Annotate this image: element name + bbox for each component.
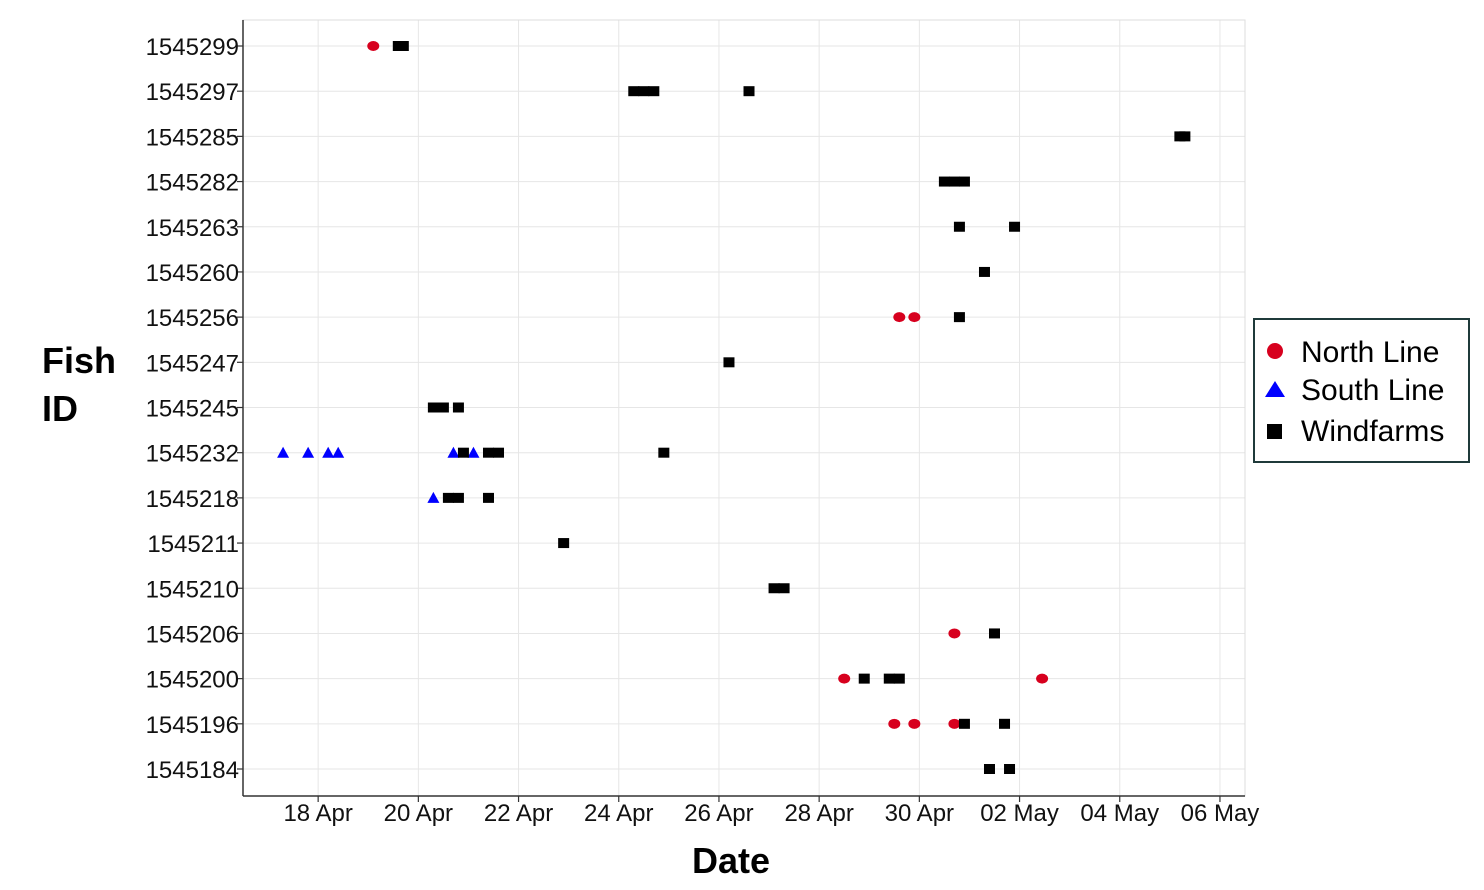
windfarms-point: [983, 764, 995, 774]
windfarms-point: [743, 86, 755, 97]
x-tick-label: 02 May: [980, 800, 1059, 827]
windfarms-point: [1009, 221, 1021, 232]
y-tick-label: 1545247: [146, 350, 239, 377]
south-line-point: [467, 446, 480, 458]
windfarms-point: [858, 673, 870, 684]
north-line-point: [1036, 673, 1049, 684]
windfarms-point: [437, 402, 449, 413]
windfarms-point: [427, 402, 439, 413]
x-tick-label: 04 May: [1080, 800, 1159, 827]
x-tick-label: 28 Apr: [784, 800, 853, 827]
windfarms-point: [978, 266, 990, 277]
south-line-point: [427, 491, 440, 503]
north-line-point: [888, 718, 901, 729]
y-tick-label: 1545206: [146, 621, 239, 648]
x-tick-label: 18 Apr: [283, 800, 352, 827]
y-tick-label: 1545196: [146, 712, 239, 739]
windfarms-point: [953, 221, 965, 232]
legend-box: [1253, 318, 1470, 463]
windfarms-point: [452, 402, 464, 413]
windfarms-point: [452, 492, 464, 503]
y-tick-label: 1545256: [146, 305, 239, 332]
axis-ticks: 18 Apr 20 Apr 22 Apr 24 Apr 26 Apr 28 Apr 30 A…: [146, 34, 1260, 827]
x-tick-label: 26 Apr: [684, 800, 753, 827]
windfarms-point: [457, 447, 469, 458]
windfarms-point: [482, 447, 494, 458]
y-tick-label: 1545297: [146, 79, 239, 106]
windfarms-point: [493, 447, 505, 458]
y-axis-title: Fish ID: [42, 340, 126, 429]
x-tick-label: 30 Apr: [885, 800, 954, 827]
south-line-point: [302, 446, 315, 458]
y-tick-label: 1545232: [146, 441, 239, 468]
windfarms-point: [658, 447, 670, 458]
y-tick-label: 1545200: [146, 667, 239, 694]
y-tick-label: 1545260: [146, 260, 239, 287]
legend-north-line-marker: [1267, 343, 1283, 359]
south-line-point: [447, 446, 460, 458]
windfarms-point: [482, 492, 494, 503]
windfarms-point: [628, 86, 640, 97]
y-tick-label: 1545218: [146, 486, 239, 513]
windfarms-point: [1179, 131, 1191, 142]
legend-windfarms-marker: [1267, 424, 1282, 439]
windfarms-point: [397, 41, 409, 51]
data-points: [277, 41, 1191, 774]
legend-south-line-marker: [1265, 381, 1285, 397]
south-line-point: [322, 446, 335, 458]
windfarms-point: [989, 628, 1000, 639]
windfarms-point: [958, 718, 970, 729]
x-tick-label: 24 Apr: [584, 800, 653, 827]
windfarms-point: [999, 718, 1011, 729]
windfarms-point: [1004, 764, 1016, 774]
windfarms-point: [953, 312, 965, 323]
windfarms-point: [958, 176, 970, 187]
windfarms-point: [723, 357, 735, 368]
y-tick-label: 1545285: [146, 124, 239, 151]
windfarms-point: [948, 176, 960, 187]
x-tick-label: 06 May: [1181, 800, 1260, 827]
y-tick-label: 1545184: [146, 757, 239, 784]
legend-north-line-label: North Line: [1301, 336, 1439, 369]
north-line-point: [948, 718, 961, 729]
windfarms-point: [558, 538, 570, 549]
north-line-point: [893, 312, 906, 323]
legend-south-line-label: South Line: [1301, 374, 1444, 407]
north-line-point: [367, 41, 380, 51]
windfarms-point: [638, 86, 650, 97]
windfarms-point: [778, 583, 790, 594]
grid-lines: [243, 20, 1245, 796]
north-line-point: [908, 718, 921, 729]
y-tick-label: 1545299: [146, 34, 239, 61]
windfarms-point: [938, 176, 950, 187]
y-tick-label: 1545210: [146, 576, 239, 603]
x-tick-label: 22 Apr: [484, 800, 553, 827]
south-line-point: [277, 446, 290, 458]
windfarms-point: [442, 492, 454, 503]
windfarms-point: [893, 673, 905, 684]
south-line-point: [332, 446, 345, 458]
y-tick-label: 1545282: [146, 170, 239, 197]
y-tick-label: 1545263: [146, 215, 239, 242]
windfarms-point: [648, 86, 660, 97]
y-axis-title-line-2: ID: [42, 388, 78, 429]
windfarms-point: [883, 673, 895, 684]
north-line-point: [908, 312, 921, 323]
north-line-point: [948, 628, 961, 639]
y-tick-label: 1545211: [147, 531, 239, 558]
legend: North Line South Line Windfarms: [1253, 318, 1470, 463]
x-axis-title: Date: [692, 840, 770, 881]
x-tick-label: 20 Apr: [384, 800, 453, 827]
north-line-point: [838, 673, 851, 684]
y-axis-title-line-1: Fish: [42, 340, 116, 381]
legend-windfarms-label: Windfarms: [1301, 415, 1444, 448]
windfarms-point: [768, 583, 780, 594]
y-tick-label: 1545245: [146, 396, 239, 423]
